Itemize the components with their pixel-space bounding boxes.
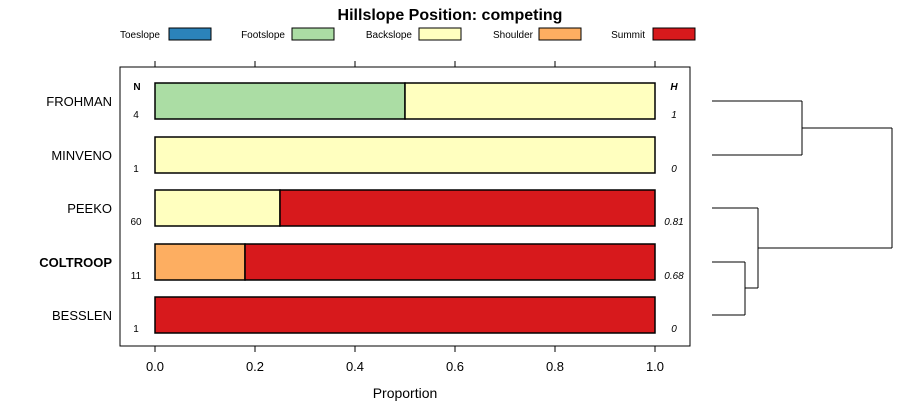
x-tick-label-0.0: 0.0 (146, 359, 164, 374)
legend-swatch-footslope (291, 27, 335, 41)
h-value-frohman: 1 (671, 110, 677, 121)
legend-label-shoulder: Shoulder (493, 30, 534, 41)
x-tick-label-0.4: 0.4 (346, 359, 364, 374)
bar-frohman-footslope (154, 82, 406, 120)
n-value-minveno: 1 (133, 164, 139, 175)
legend-label-backslope: Backslope (366, 30, 413, 41)
row-label-minveno: MINVENO (51, 148, 112, 163)
row-label-frohman: FROHMAN (46, 94, 112, 109)
bar-peeko-backslope (154, 189, 281, 227)
n-value-peeko: 60 (130, 217, 142, 228)
h-value-minveno: 0 (671, 164, 677, 175)
legend-label-footslope: Footslope (241, 30, 285, 41)
x-tick-label-1.0: 1.0 (646, 359, 664, 374)
legend-swatch-backslope (418, 27, 462, 41)
bars (154, 82, 656, 334)
plot-frame (119, 66, 691, 347)
row-labels: FROHMAN MINVENO PEEKO COLTROOP BESSLEN (39, 94, 112, 323)
bar-coltroop-summit (244, 243, 656, 281)
bar-peeko-summit (279, 189, 656, 227)
legend-label-summit: Summit (611, 30, 645, 41)
row-label-coltroop: COLTROOP (39, 255, 112, 270)
dendrogram (712, 100, 893, 316)
x-tick-label-0.8: 0.8 (546, 359, 564, 374)
x-axis-title: Proportion (373, 385, 438, 401)
h-value-peeko: 0.81 (664, 217, 683, 228)
x-axis: 0.0 0.2 0.4 0.6 0.8 1.0 (146, 346, 664, 374)
n-header: N (133, 82, 140, 93)
legend-label-toeslope: Toeslope (120, 30, 160, 41)
h-value-coltroop: 0.68 (664, 271, 684, 282)
bar-coltroop-shoulder (154, 243, 246, 281)
x-tick-label-0.6: 0.6 (446, 359, 464, 374)
bar-frohman-backslope (404, 82, 656, 120)
legend-swatch-toeslope (168, 27, 212, 41)
n-value-coltroop: 11 (131, 271, 142, 282)
n-value-besslen: 1 (133, 324, 139, 335)
row-label-besslen: BESSLEN (52, 308, 112, 323)
n-value-frohman: 4 (133, 110, 139, 121)
legend-swatch-shoulder (538, 27, 582, 41)
bar-besslen-summit (154, 296, 656, 334)
top-axis-ticks (154, 61, 656, 67)
h-value-besslen: 0 (671, 324, 677, 335)
chart-title: Hillslope Position: competing (338, 7, 563, 24)
legend: Toeslope Footslope Backslope Shoulder Summit (120, 27, 696, 41)
bar-minveno-backslope (154, 136, 656, 174)
x-tick-label-0.2: 0.2 (246, 359, 264, 374)
row-label-peeko: PEEKO (67, 201, 112, 216)
h-header: H (670, 82, 678, 93)
legend-swatch-summit (652, 27, 696, 41)
